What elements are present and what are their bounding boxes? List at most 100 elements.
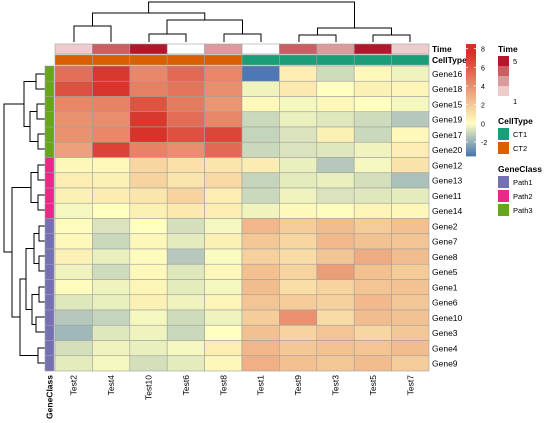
geneclass-annotation-cell-Gene3 bbox=[44, 324, 55, 341]
colorbar-segment bbox=[466, 76, 476, 79]
colorbar-segment bbox=[466, 58, 476, 61]
heatmap-cell-Gene7-Test5 bbox=[353, 233, 392, 250]
column-label-Test9: Test9 bbox=[293, 375, 303, 396]
heatmap-cell-Gene14-Test5 bbox=[353, 202, 392, 219]
heatmap-cell-Gene16-Test4 bbox=[92, 65, 131, 82]
heatmap-cell-Gene10-Test7 bbox=[391, 309, 430, 326]
geneclass-legend-swatch-Path3 bbox=[498, 204, 509, 216]
heatmap-cell-Gene14-Test9 bbox=[279, 202, 318, 219]
colorbar-segment bbox=[466, 46, 476, 49]
heatmap-cell-Gene12-Test10 bbox=[129, 157, 168, 174]
geneclass-annotation-cell-Gene17 bbox=[44, 126, 55, 143]
colorbar-segment bbox=[466, 44, 476, 47]
heatmap-cell-Gene17-Test7 bbox=[391, 126, 430, 143]
heatmap-cell-Gene6-Test10 bbox=[129, 294, 168, 311]
colorbar-segment bbox=[466, 100, 476, 103]
heatmap-cell-Gene13-Test7 bbox=[391, 172, 430, 189]
geneclass-annotation-cell-Gene6 bbox=[44, 294, 55, 311]
heatmap-cell-Gene7-Test8 bbox=[204, 233, 243, 250]
heatmap-cell-Gene19-Test1 bbox=[241, 111, 280, 128]
heatmap-cell-Gene5-Test1 bbox=[241, 263, 280, 280]
heatmap-cell-Gene11-Test6 bbox=[166, 187, 205, 204]
heatmap-cell-Gene14-Test4 bbox=[92, 202, 131, 219]
celltype-annotation-cell-Test9 bbox=[279, 54, 318, 66]
heatmap-cell-Gene20-Test10 bbox=[129, 141, 168, 158]
colorbar-segment bbox=[466, 88, 476, 91]
row-label-Gene9: Gene9 bbox=[432, 359, 458, 369]
heatmap-cell-Gene17-Test6 bbox=[166, 126, 205, 143]
heatmap-cell-Gene14-Test7 bbox=[391, 202, 430, 219]
heatmap-cell-Gene11-Test10 bbox=[129, 187, 168, 204]
celltype-annotation-cell-Test3 bbox=[316, 54, 355, 66]
colorbar-segment bbox=[466, 132, 476, 135]
time-legend-swatch bbox=[498, 66, 509, 76]
celltype-annotation-cell-Test8 bbox=[204, 54, 243, 66]
time-legend-swatch bbox=[498, 96, 509, 106]
colorbar-tick-label: 8 bbox=[481, 47, 485, 54]
heatmap-cell-Gene3-Test6 bbox=[166, 324, 205, 341]
heatmap-cell-Gene16-Test9 bbox=[279, 65, 318, 82]
colorbar-segment bbox=[466, 56, 476, 59]
row-label-Gene4: Gene4 bbox=[432, 343, 458, 353]
row-label-Gene18: Gene18 bbox=[432, 84, 463, 94]
heatmap-cell-Gene18-Test7 bbox=[391, 80, 430, 97]
heatmap-cell-Gene1-Test8 bbox=[204, 279, 243, 296]
heatmap-cell-Gene2-Test1 bbox=[241, 218, 280, 235]
row-dendrogram bbox=[3, 73, 45, 364]
heatmap-cell-Gene15-Test9 bbox=[279, 96, 318, 113]
heatmap-cell-Gene18-Test4 bbox=[92, 80, 131, 97]
colorbar-segment bbox=[466, 146, 476, 149]
colorbar-segment bbox=[466, 80, 476, 83]
geneclass-annotation-cell-Gene8 bbox=[44, 248, 55, 265]
heatmap-cell-Gene9-Test2 bbox=[54, 355, 93, 372]
heatmap-cell-Gene20-Test9 bbox=[279, 141, 318, 158]
heatmap-cell-Gene6-Test3 bbox=[316, 294, 355, 311]
heatmap-cell-Gene3-Test7 bbox=[391, 324, 430, 341]
geneclass-legend-title: GeneClass bbox=[498, 164, 542, 174]
heatmap-cell-Gene8-Test8 bbox=[204, 248, 243, 265]
geneclass-annotation-cell-Gene10 bbox=[44, 309, 55, 326]
heatmap-cell-Gene17-Test4 bbox=[92, 126, 131, 143]
heatmap-cell-Gene4-Test10 bbox=[129, 340, 168, 357]
colorbar-segment bbox=[466, 90, 476, 93]
heatmap-cell-Gene15-Test2 bbox=[54, 96, 93, 113]
colorbar-tick-label: 2 bbox=[481, 103, 485, 110]
heatmap-cell-Gene2-Test5 bbox=[353, 218, 392, 235]
heatmap-cell-Gene20-Test4 bbox=[92, 141, 131, 158]
column-label-Test6: Test6 bbox=[181, 375, 191, 396]
heatmap-cell-Gene7-Test3 bbox=[316, 233, 355, 250]
time-legend-swatch bbox=[498, 56, 509, 66]
heatmap-cell-Gene8-Test7 bbox=[391, 248, 430, 265]
celltype-annotation-cell-Test2 bbox=[54, 54, 93, 66]
heatmap-cell-Gene6-Test5 bbox=[353, 294, 392, 311]
heatmap-cell-Gene15-Test3 bbox=[316, 96, 355, 113]
geneclass-annotation-cell-Gene16 bbox=[44, 65, 55, 82]
colorbar-segment bbox=[466, 144, 476, 147]
geneclass-annotation-cell-Gene9 bbox=[44, 355, 55, 372]
heatmap-cell-Gene20-Test2 bbox=[54, 141, 93, 158]
time-legend-label-low: 1 bbox=[513, 97, 517, 106]
heatmap-cell-Gene7-Test7 bbox=[391, 233, 430, 250]
heatmap-cell-Gene2-Test2 bbox=[54, 218, 93, 235]
heatmap-cell-Gene11-Test4 bbox=[92, 187, 131, 204]
heatmap-cell-Gene3-Test2 bbox=[54, 324, 93, 341]
colorbar-segment bbox=[466, 126, 476, 129]
geneclass-annotation-cell-Gene14 bbox=[44, 202, 55, 219]
heatmap-cell-Gene14-Test6 bbox=[166, 202, 205, 219]
heatmap-cell-Gene4-Test4 bbox=[92, 340, 131, 357]
geneclass-annotation-cell-Gene12 bbox=[44, 157, 55, 174]
heatmap-cell-Gene8-Test1 bbox=[241, 248, 280, 265]
colorbar-tick-label: 0 bbox=[481, 121, 485, 128]
heatmap-cell-Gene17-Test10 bbox=[129, 126, 168, 143]
row-label-Gene13: Gene13 bbox=[432, 176, 463, 186]
heatmap-cell-Gene4-Test2 bbox=[54, 340, 93, 357]
colorbar-segment bbox=[466, 130, 476, 133]
celltype-annotation-cell-Test4 bbox=[92, 54, 131, 66]
heatmap-cell-Gene9-Test10 bbox=[129, 355, 168, 372]
heatmap-cell-Gene13-Test3 bbox=[316, 172, 355, 189]
heatmap-cell-Gene17-Test2 bbox=[54, 126, 93, 143]
heatmap-cell-Gene14-Test10 bbox=[129, 202, 168, 219]
heatmap-cell-Gene4-Test5 bbox=[353, 340, 392, 357]
heatmap-cell-Gene14-Test3 bbox=[316, 202, 355, 219]
